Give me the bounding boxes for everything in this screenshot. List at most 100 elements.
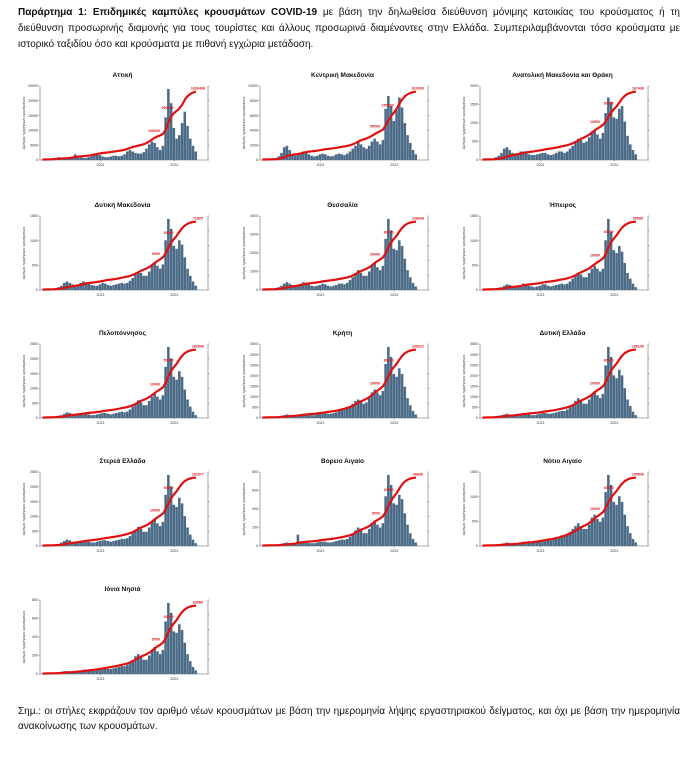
cumulative-mid-label: 80000	[384, 231, 394, 235]
bar	[112, 155, 115, 160]
bar	[315, 285, 319, 290]
chart-svg: Αριθμός ημερήσιων κρουσμάτων 0 500 1000 1500…	[462, 342, 650, 425]
bar	[109, 669, 113, 674]
bar	[522, 283, 525, 290]
bar	[299, 543, 302, 546]
bar	[516, 286, 520, 290]
bar	[87, 670, 91, 674]
bar	[571, 278, 574, 290]
bar	[576, 138, 580, 160]
bar	[530, 286, 533, 290]
bar	[167, 346, 170, 418]
bar	[524, 413, 528, 418]
y-tick-label: 800	[32, 598, 38, 602]
y-tick-label: 2500	[30, 470, 38, 474]
bar	[131, 406, 134, 418]
chart-panel: Ήπειρος Αριθμός ημερήσιων κρουσμάτων 0 500 1…	[460, 202, 665, 322]
bar	[387, 474, 390, 546]
y-tick-label: 10000	[28, 129, 38, 133]
cumulative-mid-label: 50000	[164, 486, 174, 490]
bar	[406, 398, 409, 418]
bar	[576, 398, 580, 418]
cumulative-final-label: 167438	[632, 87, 644, 91]
bar	[178, 240, 181, 290]
cumulative-line	[42, 348, 197, 419]
bar	[348, 151, 352, 160]
y-tick-label: 1500	[470, 214, 478, 218]
bar	[313, 156, 316, 160]
bar	[398, 494, 401, 546]
bar	[125, 151, 129, 160]
bar	[522, 151, 525, 160]
bar	[409, 533, 412, 546]
bar	[280, 152, 283, 160]
y-tick-label: 1000	[470, 239, 478, 243]
bar	[607, 474, 610, 546]
cumulative-mid-label: 5000	[372, 511, 380, 515]
bar	[169, 358, 173, 418]
bar	[335, 541, 338, 546]
y-tick-label: 1500	[470, 470, 478, 474]
bar	[123, 666, 126, 674]
bar	[335, 285, 338, 290]
y-axis-label: Αριθμός ημερήσιων κρουσμάτων	[22, 611, 26, 664]
bar	[194, 285, 198, 290]
bar	[318, 413, 322, 418]
bar	[359, 400, 363, 418]
bar	[579, 140, 583, 160]
bar	[356, 399, 360, 418]
bar	[585, 277, 588, 290]
bar	[90, 285, 93, 290]
cumulative-line	[482, 90, 637, 161]
x-tick-label: 2021	[316, 549, 324, 553]
bar	[631, 150, 635, 160]
bar	[373, 263, 376, 290]
bar	[98, 284, 102, 290]
bar	[134, 529, 137, 546]
bar	[123, 154, 126, 160]
bar	[516, 152, 520, 160]
bar	[340, 539, 344, 546]
bar	[351, 277, 354, 290]
bar	[351, 148, 354, 160]
chart-title: Αττική	[112, 72, 133, 79]
bar	[186, 399, 189, 418]
bar	[321, 283, 324, 290]
cumulative-mid-label: 100000	[148, 129, 160, 133]
bar	[161, 521, 165, 546]
bar	[90, 670, 93, 674]
chart-svg: Αριθμός ημερήσιων κρουσμάτων 0 500 1000 1500…	[22, 214, 210, 297]
bar	[527, 285, 531, 290]
bar	[626, 399, 629, 418]
bar	[384, 364, 387, 418]
y-tick-label: 5000	[30, 143, 38, 147]
bar	[620, 375, 624, 418]
cumulative-mid-label: 10000	[590, 120, 600, 124]
bar	[618, 496, 621, 546]
bar	[326, 155, 330, 160]
bar	[172, 504, 176, 546]
bar	[131, 277, 134, 290]
bar	[123, 283, 126, 290]
x-tick-label: 2021	[316, 421, 324, 425]
y-tick-label: 1000	[470, 121, 478, 125]
bar	[156, 147, 159, 160]
bar	[189, 275, 192, 290]
cumulative-mid-label: 20000	[370, 381, 380, 385]
bar	[527, 154, 531, 160]
y-tick-label: 2000	[470, 374, 478, 378]
bar	[365, 148, 368, 160]
bar	[516, 414, 520, 418]
y-axis-label: Αριθμός ημερήσιων κρουσμάτων	[462, 483, 466, 536]
bar	[373, 520, 376, 546]
x-tick-label: 2021	[96, 293, 104, 297]
bar	[175, 248, 178, 290]
bar	[104, 283, 107, 290]
bar	[552, 413, 555, 418]
y-tick-label: 0	[256, 416, 258, 420]
bar	[304, 542, 308, 546]
bar	[296, 285, 300, 290]
bar	[414, 286, 418, 290]
bar	[538, 540, 542, 546]
bar	[326, 542, 330, 546]
